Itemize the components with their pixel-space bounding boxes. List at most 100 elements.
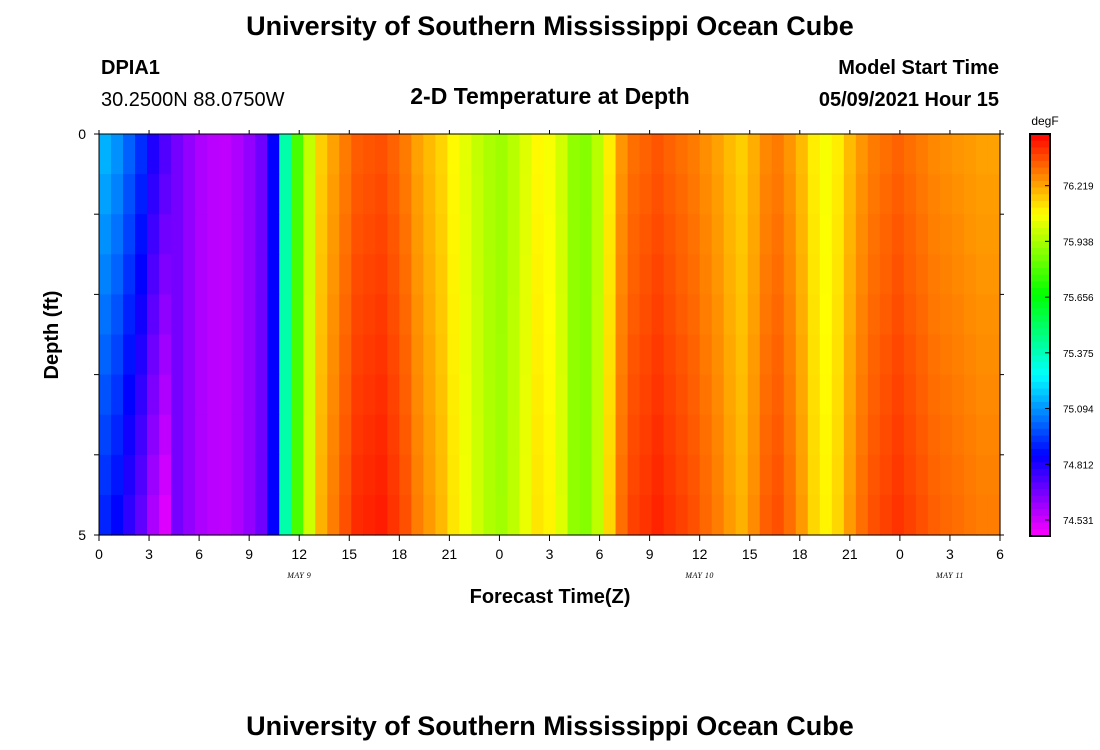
heatmap-cell — [879, 334, 893, 376]
heatmap-cell — [891, 454, 905, 496]
title-top: University of Southern Mississippi Ocean… — [246, 11, 854, 41]
colorbar-segment — [1030, 167, 1050, 175]
heatmap-cell — [483, 214, 497, 255]
heatmap-cell — [111, 174, 124, 215]
heatmap-cell — [687, 334, 701, 376]
colorbar-unit: degF — [1031, 114, 1058, 128]
heatmap-cell — [651, 374, 665, 416]
heatmap-cell — [639, 494, 653, 536]
heatmap-cell — [843, 374, 857, 416]
heatmap-cell — [147, 214, 160, 255]
heatmap-cell — [375, 174, 388, 215]
heatmap-cell — [627, 294, 641, 336]
heatmap-cell — [135, 494, 148, 536]
x-axis-label: Forecast Time(Z) — [470, 586, 631, 608]
heatmap-cell — [183, 254, 196, 295]
heatmap-cell — [279, 494, 292, 536]
heatmap-cell — [795, 294, 809, 336]
heatmap-cell — [435, 294, 448, 336]
heatmap-cell — [183, 454, 196, 496]
heatmap-cell — [423, 174, 436, 215]
heatmap-cell — [315, 494, 328, 536]
heatmap-cell — [795, 174, 809, 215]
x-tick-label: 12 — [291, 546, 307, 562]
heatmap-cell — [843, 134, 857, 175]
heatmap-cell — [207, 374, 220, 416]
title-bottom: University of Southern Mississippi Ocean… — [246, 711, 854, 741]
heatmap-cell — [147, 494, 160, 536]
heatmap-cell — [339, 494, 352, 536]
heatmap-cell — [351, 214, 364, 255]
colorbar-segment — [1030, 227, 1050, 236]
heatmap-cell — [267, 494, 280, 536]
heatmap-cell — [447, 334, 460, 376]
colorbar-segment — [1030, 348, 1050, 356]
heatmap-cell — [195, 494, 208, 536]
colorbar-segment — [1030, 134, 1050, 142]
heatmap-cell — [231, 134, 244, 175]
heatmap-cell — [651, 134, 665, 175]
heatmap-cell — [639, 134, 653, 175]
heatmap-cell — [591, 334, 605, 376]
x-tick-label: 18 — [792, 546, 808, 562]
heatmap-cell — [903, 454, 917, 496]
colorbar-segment — [1030, 402, 1050, 410]
heatmap-cell — [771, 494, 785, 536]
heatmap-cell — [723, 174, 737, 215]
heatmap-cell — [687, 134, 701, 175]
heatmap-cell — [867, 254, 881, 295]
colorbar-segment — [1030, 328, 1050, 336]
heatmap-cell — [471, 334, 485, 376]
heatmap-cell — [627, 494, 641, 536]
heatmap-cell — [495, 174, 509, 215]
heatmap-cell — [435, 334, 448, 376]
heatmap-cell — [567, 294, 581, 336]
heatmap-cell — [99, 454, 112, 496]
heatmap-cell — [639, 454, 653, 496]
heatmap-cell — [663, 254, 677, 295]
colorbar-segment — [1030, 194, 1050, 202]
heatmap-cell — [435, 414, 448, 456]
heatmap-cell — [675, 294, 689, 336]
heatmap-cell — [327, 414, 340, 456]
heatmap-cell — [783, 494, 797, 536]
heatmap-cell — [471, 214, 485, 255]
heatmap-cell — [807, 134, 821, 175]
heatmap-cell — [735, 414, 749, 456]
heatmap-cell — [783, 454, 797, 496]
heatmap-cell — [231, 214, 244, 255]
heatmap-cell — [471, 134, 485, 175]
heatmap-cell — [135, 174, 148, 215]
heatmap-cell — [531, 334, 545, 376]
heatmap-cell — [207, 294, 220, 336]
heatmap-cell — [543, 494, 557, 536]
heatmap-cell — [615, 494, 629, 536]
heatmap-cell — [291, 214, 304, 255]
heatmap-cell — [519, 294, 533, 336]
heatmap-cell — [987, 254, 1001, 295]
heatmap-cell — [111, 214, 124, 255]
heatmap-cell — [771, 454, 785, 496]
heatmap-cell — [975, 174, 989, 215]
heatmap-cell — [351, 294, 364, 336]
heatmap-cell — [171, 334, 184, 376]
heatmap-cell — [159, 254, 172, 295]
heatmap-cell — [363, 174, 376, 215]
heatmap-cell — [375, 254, 388, 295]
heatmap-cell — [903, 334, 917, 376]
heatmap-cell — [759, 294, 773, 336]
heatmap-cell — [807, 494, 821, 536]
heatmap-cell — [363, 214, 376, 255]
heatmap-cell — [243, 414, 256, 456]
heatmap-cell — [495, 294, 509, 336]
heatmap-cell — [927, 134, 941, 175]
heatmap-cell — [675, 214, 689, 255]
heatmap-cell — [519, 334, 533, 376]
heatmap-cell — [723, 374, 737, 416]
heatmap-cell — [255, 294, 268, 336]
heatmap-cell — [567, 254, 581, 295]
heatmap-cell — [483, 374, 497, 416]
heatmap-cell — [747, 374, 761, 416]
heatmap-cell — [471, 294, 485, 336]
heatmap-cell — [579, 494, 593, 536]
